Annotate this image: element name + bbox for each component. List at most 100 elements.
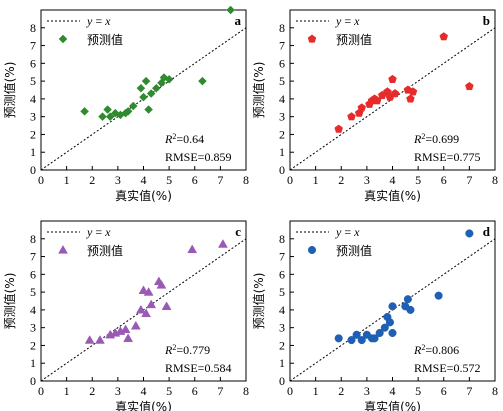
y-tick-label: 7 [30, 39, 36, 53]
y-tick-label: 1 [279, 145, 285, 159]
x-tick-label: 0 [38, 173, 44, 187]
y-tick-label: 4 [30, 303, 36, 317]
y-tick-label: 2 [279, 338, 285, 352]
r-squared-label: R2=0.779 [164, 343, 210, 358]
y-tick-label: 4 [279, 92, 285, 106]
y-axis-label: 预测值(%) [2, 273, 17, 330]
y-tick-label: 3 [30, 321, 36, 335]
r-squared-label: R2=0.699 [413, 132, 459, 147]
legend: y = x 预测值 [296, 14, 372, 47]
y-tick-label: 0 [279, 374, 285, 388]
y-axis-label: 预测值(%) [251, 62, 266, 119]
panel-letter: b [483, 13, 490, 28]
data-point [141, 308, 151, 318]
y-tick-label: 7 [30, 250, 36, 264]
data-point [144, 105, 153, 114]
data-point [388, 74, 397, 83]
data-point [98, 112, 107, 122]
x-tick-label: 5 [166, 384, 172, 398]
data-point [388, 302, 397, 311]
data-point [151, 83, 161, 93]
x-tick-label: 7 [466, 384, 472, 398]
x-tick-label: 6 [192, 173, 198, 187]
data-point [187, 244, 198, 254]
rmse-label: RMSE=0.775 [414, 150, 480, 164]
legend-marker-swatch [58, 34, 68, 44]
x-tick-label: 4 [390, 173, 396, 187]
y-tick-label: 2 [30, 127, 36, 141]
x-tick-label: 0 [287, 384, 293, 398]
x-tick-label: 3 [115, 384, 121, 398]
data-point [136, 83, 146, 93]
x-tick-label: 2 [89, 173, 95, 187]
data-point [138, 285, 149, 294]
data-point [370, 334, 379, 343]
y-tick-label: 7 [279, 250, 285, 264]
y-axis-label: 预测值(%) [251, 273, 266, 330]
data-point [380, 323, 389, 332]
x-tick-label: 0 [287, 173, 293, 187]
data-point [357, 336, 366, 345]
y-tick-label: 6 [279, 267, 285, 281]
y-tick-label: 0 [30, 374, 36, 388]
x-tick-label: 1 [64, 384, 70, 398]
plot-frame [289, 9, 496, 171]
y-tick-label: 2 [279, 127, 285, 141]
y-tick-label: 8 [30, 21, 36, 35]
x-tick-label: 4 [390, 384, 396, 398]
data-point [334, 124, 343, 133]
y-tick-label: 7 [279, 39, 285, 53]
r-squared-label: R2=0.806 [413, 343, 459, 358]
x-tick-label: 1 [64, 173, 70, 187]
x-tick-label: 7 [217, 173, 223, 187]
data-point [434, 291, 443, 300]
y-tick-label: 6 [279, 56, 285, 70]
y-tick-label: 0 [279, 163, 285, 177]
legend-line-label: y = x [86, 14, 111, 28]
data-point [403, 295, 412, 304]
panel-letter: c [235, 224, 241, 239]
data-point [385, 318, 394, 327]
data-point [218, 239, 228, 248]
data-point [143, 287, 154, 296]
x-tick-label: 5 [415, 384, 421, 398]
x-axis-label: 真实值(%) [364, 188, 421, 203]
x-axis-label: 真实值(%) [115, 188, 172, 203]
y-tick-label: 5 [279, 285, 285, 299]
legend-line-label: y = x [335, 225, 360, 239]
y-tick-label: 5 [279, 74, 285, 88]
data-point [123, 333, 134, 342]
x-tick-label: 6 [441, 173, 447, 187]
data-point [406, 94, 415, 103]
x-tick-label: 7 [466, 173, 472, 187]
legend-marker-swatch [58, 244, 68, 254]
data-point [347, 112, 356, 121]
data-point [408, 87, 418, 96]
legend: y = x 预测值 [47, 225, 123, 258]
legend-marker-label: 预测值 [87, 32, 123, 47]
data-point [357, 103, 367, 112]
y-tick-label: 0 [30, 163, 36, 177]
data-point [80, 106, 89, 116]
x-tick-label: 6 [192, 384, 198, 398]
data-point [198, 76, 207, 86]
y-tick-label: 8 [30, 232, 36, 246]
data-point [334, 334, 343, 343]
x-tick-label: 8 [492, 384, 498, 398]
legend: y = x 预测值 [47, 14, 123, 47]
y-tick-label: 8 [279, 21, 285, 35]
data-point [347, 336, 356, 345]
rmse-label: RMSE=0.859 [165, 150, 231, 164]
data-point [156, 279, 167, 289]
rmse-label: RMSE=0.572 [414, 361, 480, 375]
x-axis-label: 真实值(%) [115, 399, 172, 411]
y-tick-label: 4 [30, 92, 36, 106]
x-tick-label: 7 [217, 384, 223, 398]
data-point [439, 32, 449, 41]
y-tick-label: 3 [279, 110, 285, 124]
